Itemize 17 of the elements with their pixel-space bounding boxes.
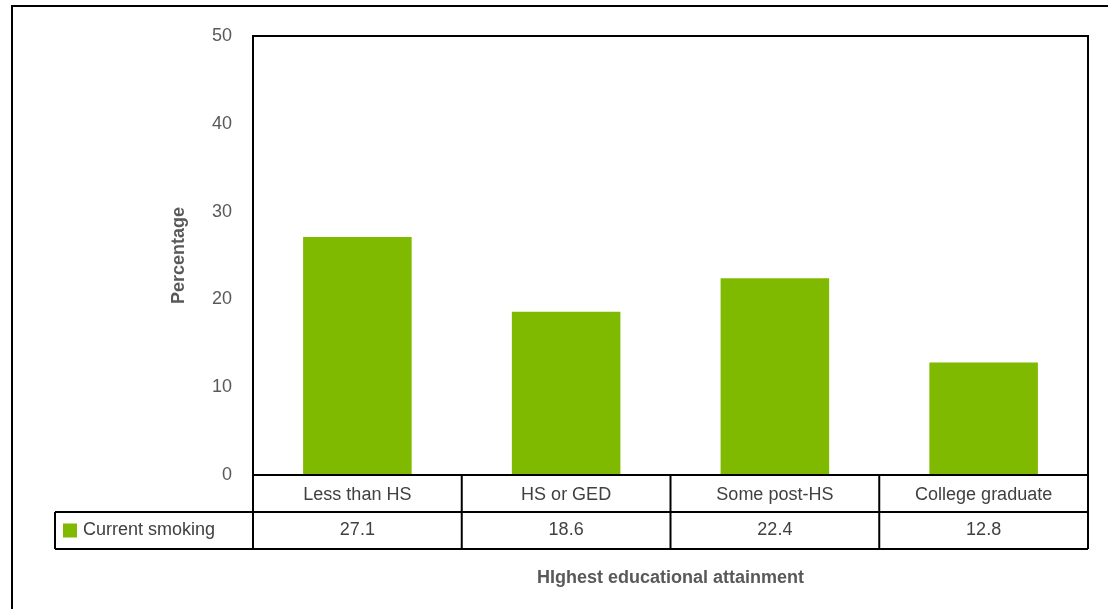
y-tick-label: 30 <box>211 200 232 221</box>
data-label: 12.8 <box>966 519 1002 540</box>
y-tick-label: 50 <box>211 24 232 45</box>
x-tick-label: Less than HS <box>303 483 412 504</box>
x-tick-label: Some post-HS <box>716 483 834 504</box>
x-axis-title: HIghest educational attainment <box>536 567 805 588</box>
y-tick-label: 20 <box>211 288 232 309</box>
x-tick-label: HS or GED <box>521 483 612 504</box>
data-label: 18.6 <box>548 519 584 540</box>
x-tick-label: College graduate <box>915 483 1053 504</box>
data-label: 27.1 <box>339 519 375 540</box>
y-axis-title: Percentage <box>167 206 188 305</box>
y-tick-label: 10 <box>211 376 232 397</box>
legend-label: Current smoking <box>83 519 216 540</box>
y-tick-label: 40 <box>211 112 232 133</box>
data-label: 22.4 <box>757 519 793 540</box>
y-tick-label: 0 <box>221 463 232 484</box>
